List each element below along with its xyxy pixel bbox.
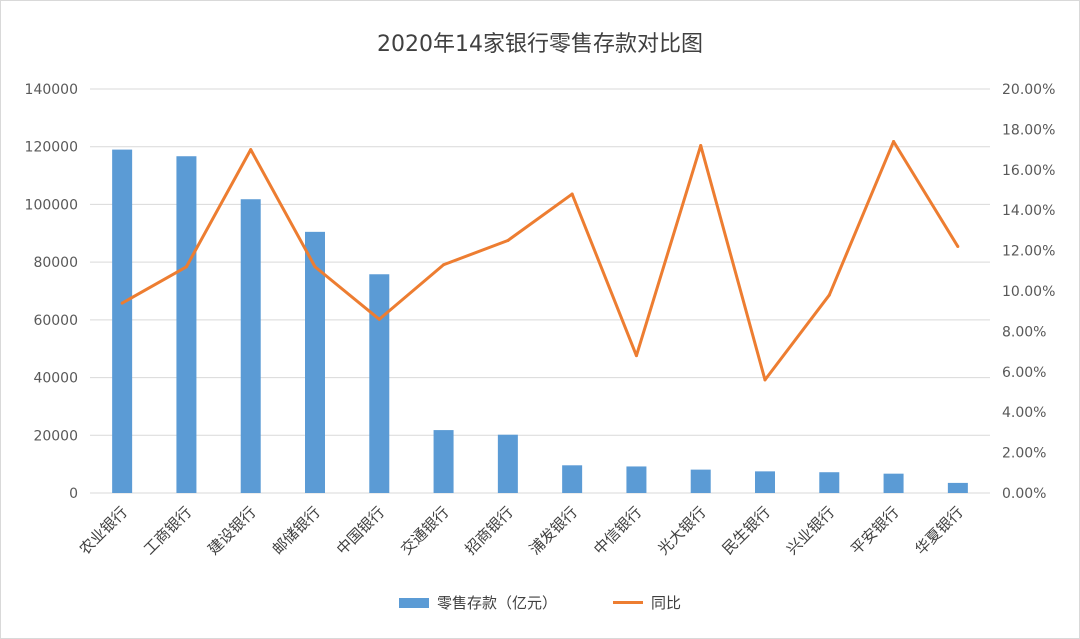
category-label: 农业银行 (76, 503, 131, 558)
bar-series (112, 149, 968, 494)
bar-民生银行[interactable] (755, 471, 775, 493)
category-labels: 农业银行 工商银行 建设银行 邮储银行 中国银行 交通银行 招商银行 浦发银行 中信银行 光大银行… (76, 503, 967, 558)
bar-工商银行[interactable] (176, 156, 197, 494)
right-tick-label: 0.00% (1002, 486, 1046, 502)
legend-swatch-line (613, 601, 643, 604)
right-axis-ticks: 0.00% 2.00% 4.00% 6.00% 8.00% 10.00% 12.00% 14.… (1002, 82, 1055, 502)
category-label: 交通银行 (397, 503, 452, 558)
category-label: 兴业银行 (783, 503, 838, 558)
right-tick-label: 18.00% (1002, 122, 1055, 138)
bar-交通银行[interactable] (433, 430, 454, 493)
category-label: 邮储银行 (269, 503, 324, 558)
right-tick-label: 6.00% (1002, 365, 1046, 381)
category-label: 民生银行 (719, 503, 774, 558)
category-label: 华夏银行 (912, 503, 967, 558)
chart-title: 2020年14家银行零售存款对比图 (377, 32, 703, 57)
line-point-工商银行[interactable] (184, 265, 188, 269)
bar-兴业银行[interactable] (819, 472, 840, 493)
line-point-华夏银行[interactable] (956, 245, 960, 249)
legend-item-line[interactable]: 同比 (613, 592, 681, 613)
right-tick-label: 8.00% (1002, 324, 1046, 340)
line-point-招商银行[interactable] (506, 239, 510, 242)
category-label: 中国银行 (333, 503, 388, 558)
right-tick-label: 20.00% (1002, 82, 1055, 98)
left-tick-label: 100000 (25, 197, 78, 213)
left-axis-ticks: 0 20000 40000 60000 80000 100000 120000 140000 (25, 82, 78, 502)
category-label: 招商银行 (462, 503, 517, 558)
line-point-民生银行[interactable] (763, 378, 767, 382)
right-tick-label: 12.00% (1002, 244, 1055, 260)
legend-label-line: 同比 (651, 594, 682, 612)
line-point-中信银行[interactable] (634, 354, 638, 358)
line-point-浦发银行[interactable] (570, 192, 574, 196)
category-label: 建设银行 (204, 503, 259, 558)
line-point-中国银行[interactable] (377, 317, 381, 321)
bar-浦发银行[interactable] (562, 465, 583, 493)
bar-邮储银行[interactable] (305, 231, 325, 494)
category-label: 光大银行 (654, 503, 709, 558)
line-point-兴业银行[interactable] (827, 293, 831, 297)
left-tick-label: 0 (69, 486, 78, 502)
legend-item-bar[interactable]: 零售存款（亿元） (398, 592, 557, 613)
left-tick-label: 80000 (33, 255, 78, 271)
right-tick-label: 16.00% (1002, 163, 1055, 179)
category-label: 中信银行 (590, 503, 645, 558)
line-series (120, 140, 960, 382)
line-point-交通银行[interactable] (442, 263, 446, 267)
right-tick-label: 2.00% (1002, 446, 1046, 462)
legend-swatch-bar (398, 597, 429, 608)
left-tick-label: 60000 (33, 313, 78, 329)
category-label: 平安银行 (847, 503, 902, 558)
legend-label-bar: 零售存款（亿元） (436, 594, 557, 612)
left-tick-label: 20000 (33, 428, 78, 444)
bar-招商银行[interactable] (497, 434, 518, 493)
bar-中信银行[interactable] (626, 466, 647, 493)
right-tick-label: 4.00% (1002, 405, 1046, 421)
bar-光大银行[interactable] (690, 469, 711, 493)
yoy-line[interactable] (121, 140, 960, 382)
category-label: 浦发银行 (526, 503, 581, 558)
gridlines (90, 88, 990, 494)
bar-建设银行[interactable] (240, 199, 261, 493)
bar-农业银行[interactable] (112, 149, 133, 493)
legend: 零售存款（亿元） 同比 (0, 592, 1080, 613)
left-tick-label: 120000 (25, 140, 78, 156)
line-point-光大银行[interactable] (699, 144, 703, 148)
bar-中国银行[interactable] (369, 274, 390, 493)
bar-平安银行[interactable] (883, 473, 904, 493)
line-point-农业银行[interactable] (120, 301, 124, 305)
category-label: 工商银行 (140, 503, 195, 558)
line-point-邮储银行[interactable] (313, 265, 317, 269)
line-point-建设银行[interactable] (249, 148, 253, 152)
left-tick-label: 140000 (25, 82, 78, 98)
bar-华夏银行[interactable] (947, 482, 968, 493)
right-tick-label: 10.00% (1002, 284, 1055, 300)
right-tick-label: 14.00% (1002, 203, 1055, 219)
left-tick-label: 40000 (33, 371, 78, 387)
line-point-平安银行[interactable] (892, 140, 896, 144)
